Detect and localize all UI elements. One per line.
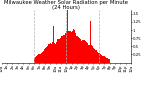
Title: Milwaukee Weather Solar Radiation per Minute (24 Hours): Milwaukee Weather Solar Radiation per Mi… (4, 0, 128, 10)
